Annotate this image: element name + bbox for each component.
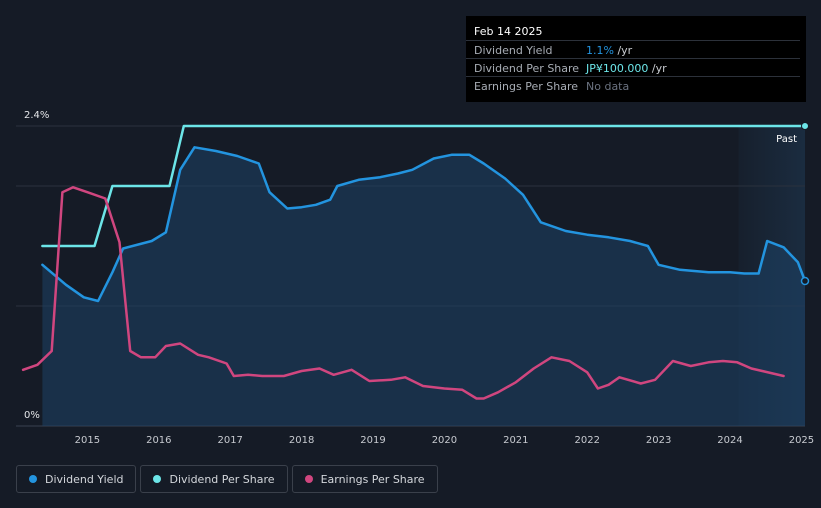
tooltip-row-dividend-per-share: Dividend Per Share JP¥100.000 /yr: [466, 58, 800, 77]
legend-dot-icon: [304, 475, 313, 483]
legend-label: Dividend Per Share: [169, 472, 275, 486]
tooltip-label: Dividend Per Share: [474, 62, 580, 75]
dividend-yield-line: [41, 146, 807, 303]
y-tick-label: 0%: [24, 410, 40, 421]
legend-item-dividend-yield[interactable]: Dividend Yield: [16, 465, 137, 493]
tooltip-unit: /yr: [613, 44, 633, 57]
tooltip-date: Feb 14 2025: [474, 25, 543, 38]
dividend-per-share-end-marker: [801, 122, 809, 130]
x-tick-label: 2019: [360, 435, 385, 446]
tooltip-value: JP¥100.000 /yr: [586, 62, 667, 75]
tooltip-value: 1.1% /yr: [586, 44, 632, 57]
tooltip-unit: /yr: [648, 62, 667, 75]
dividend-yield-area: [42, 147, 805, 427]
tooltip-value-text: No data: [586, 80, 630, 93]
tooltip-label: Earnings Per Share: [474, 80, 579, 93]
x-tick-label: 2022: [574, 435, 599, 446]
past-label: Past: [776, 134, 797, 145]
x-tick-label: 2017: [217, 435, 242, 446]
tooltip-label: Dividend Yield: [474, 44, 553, 57]
legend-label: Dividend Yield: [45, 472, 124, 486]
x-tick-label: 2021: [503, 435, 528, 446]
tooltip-value: No data: [586, 80, 629, 93]
tooltip: Feb 14 2025 Dividend Yield 1.1% /yr Divi…: [466, 16, 806, 102]
x-tick-label: 2025: [789, 435, 814, 446]
x-tick-label: 2024: [717, 435, 742, 446]
x-tick-label: 2020: [432, 435, 457, 446]
legend: Dividend Yield Dividend Per Share Earnin…: [16, 465, 438, 495]
legend-dot-icon: [153, 475, 162, 483]
earnings-per-share-line: [21, 186, 785, 400]
tooltip-value-text: JP¥100.000: [586, 62, 649, 75]
tooltip-row-dividend-yield: Dividend Yield 1.1% /yr: [466, 40, 800, 59]
x-tick-label: 2023: [646, 435, 671, 446]
x-tick-label: 2018: [289, 435, 314, 446]
legend-dot-icon: [29, 475, 37, 483]
legend-item-dividend-per-share[interactable]: Dividend Per Share: [140, 465, 288, 493]
legend-item-earnings-per-share[interactable]: Earnings Per Share: [291, 465, 438, 493]
x-tick-label: 2016: [146, 435, 171, 446]
tooltip-value-text: 1.1%: [586, 44, 614, 57]
y-tick-label: 2.4%: [24, 110, 49, 121]
legend-label: Earnings Per Share: [320, 472, 425, 486]
tooltip-row-earnings-per-share: Earnings Per Share No data: [466, 76, 800, 95]
x-tick-label: 2015: [75, 435, 100, 446]
dividend-yield-end-marker: [800, 276, 810, 286]
dividend-per-share-line: [41, 124, 807, 248]
